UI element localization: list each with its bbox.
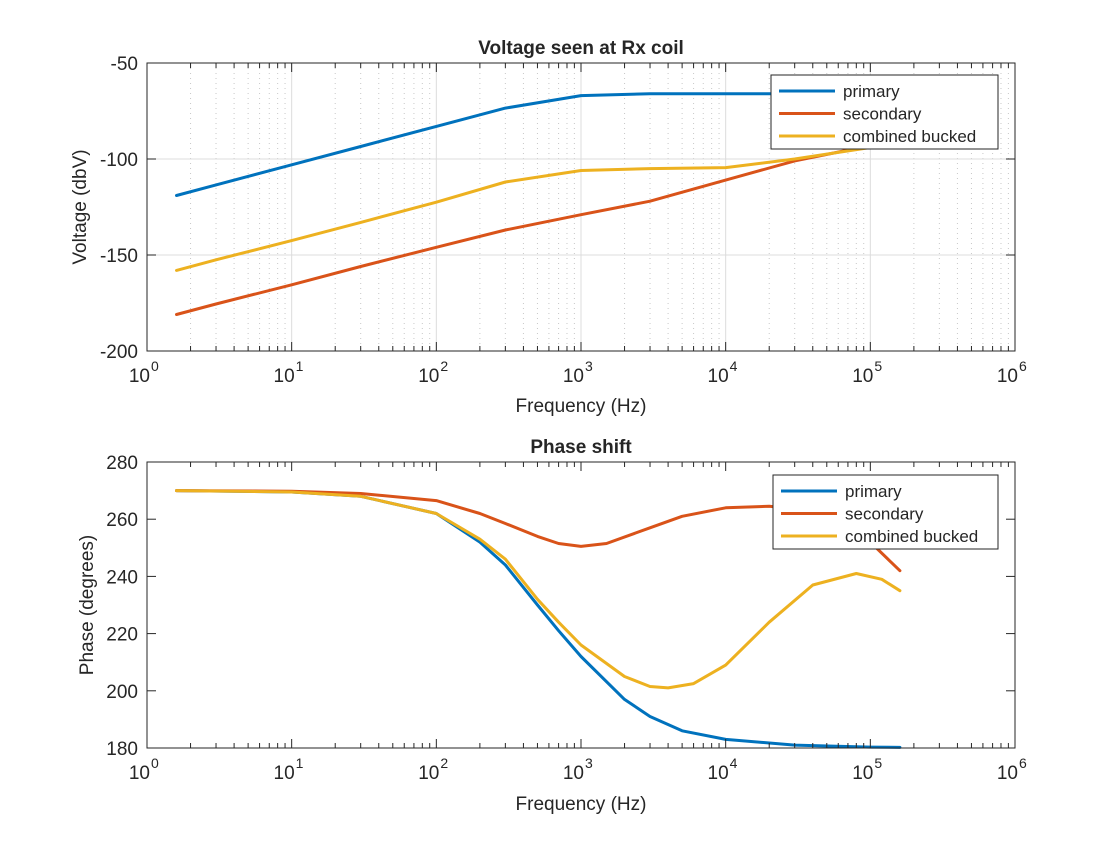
legend-entry-label: primary [843, 82, 900, 101]
y-tick-label: 220 [106, 625, 138, 646]
y-tick-label: 240 [106, 567, 138, 588]
series-line-combined-bucked [175, 489, 902, 690]
y-tick-label: 260 [106, 510, 138, 531]
x-tick-label: 10 [997, 763, 1018, 784]
x-tick-exponent: 6 [1019, 755, 1027, 771]
voltage-ticks: 10 0 10 1 10 2 10 3 10 4 10 5 10 6-200-150-100-50 [100, 54, 1027, 387]
x-tick-exponent: 3 [585, 755, 593, 771]
x-tick-exponent: 2 [440, 755, 448, 771]
y-tick-label: 280 [106, 453, 138, 474]
x-tick-exponent: 4 [730, 755, 738, 771]
voltage-grid [147, 63, 1015, 351]
x-tick-label: 10 [274, 763, 295, 784]
y-tick-label: -200 [100, 342, 138, 363]
phase-legend: primary secondary combined bucked [772, 474, 999, 550]
legend-entry-label: combined bucked [845, 527, 978, 546]
y-tick-label: -50 [111, 54, 138, 75]
x-tick-label: 10 [418, 763, 439, 784]
x-tick-exponent: 0 [151, 358, 159, 374]
legend-entry-label: primary [845, 482, 902, 501]
x-tick-exponent: 4 [730, 358, 738, 374]
x-tick-label: 10 [129, 763, 150, 784]
x-tick-exponent: 1 [296, 358, 304, 374]
x-tick-exponent: 0 [151, 755, 159, 771]
phase-chart: 10 0 10 1 10 2 10 3 10 4 10 5 10 6180200220240260280 … [77, 437, 1027, 815]
voltage-y-axis-label: Voltage (dbV) [70, 149, 91, 264]
voltage-legend: primary secondary combined bucked [770, 74, 999, 150]
x-tick-label: 10 [418, 366, 439, 387]
y-tick-label: -100 [100, 150, 138, 171]
y-tick-label: 200 [106, 682, 138, 703]
phase-x-axis-label: Frequency (Hz) [516, 794, 647, 815]
x-tick-label: 10 [852, 366, 873, 387]
x-tick-label: 10 [129, 366, 150, 387]
y-tick-label: -150 [100, 246, 138, 267]
x-tick-label: 10 [563, 763, 584, 784]
legend-entry-label: secondary [843, 105, 922, 124]
x-tick-label: 10 [708, 366, 729, 387]
phase-chart-title: Phase shift [530, 437, 632, 458]
x-tick-label: 10 [852, 763, 873, 784]
x-tick-label: 10 [997, 366, 1018, 387]
voltage-chart: 10 0 10 1 10 2 10 3 10 4 10 5 10 6-200-150-100-50 Vol… [70, 38, 1027, 417]
x-tick-label: 10 [708, 763, 729, 784]
legend-entry-label: combined bucked [843, 127, 976, 146]
x-tick-exponent: 2 [440, 358, 448, 374]
x-tick-exponent: 6 [1019, 358, 1027, 374]
x-tick-exponent: 5 [874, 358, 882, 374]
x-tick-exponent: 5 [874, 755, 882, 771]
voltage-x-axis-label: Frequency (Hz) [516, 396, 647, 417]
series-line-combined-bucked [175, 140, 902, 272]
x-tick-label: 10 [563, 366, 584, 387]
x-tick-exponent: 1 [296, 755, 304, 771]
voltage-chart-title: Voltage seen at Rx coil [478, 38, 684, 59]
legend-entry-label: secondary [845, 505, 924, 524]
phase-y-axis-label: Phase (degrees) [77, 535, 98, 675]
x-tick-label: 10 [274, 366, 295, 387]
x-tick-exponent: 3 [585, 358, 593, 374]
y-tick-label: 180 [106, 739, 138, 760]
